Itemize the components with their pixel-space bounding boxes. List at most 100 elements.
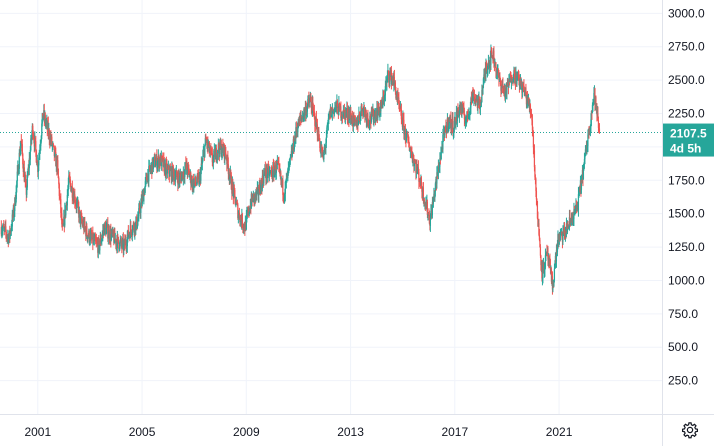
candle-body (293, 139, 295, 150)
candle-body (77, 202, 79, 208)
candle-body (163, 158, 165, 161)
candle-body (248, 212, 250, 215)
candle-body (204, 145, 206, 157)
candle-body (5, 232, 7, 236)
candle-body (280, 172, 282, 181)
candle-body (279, 169, 281, 175)
candle-body (365, 114, 367, 123)
candle-body (474, 97, 476, 100)
candle-body (314, 114, 316, 126)
candle-body (98, 239, 100, 241)
candle-body (59, 195, 61, 197)
candle-body (499, 75, 501, 79)
candle-body (274, 165, 276, 175)
candle-body (547, 247, 549, 260)
candle-body (477, 98, 479, 108)
candle-body (490, 49, 492, 65)
candle-body (473, 96, 475, 101)
candle-body (201, 160, 203, 164)
candle-body (44, 115, 46, 124)
candle-body (580, 179, 583, 190)
candle-body (470, 98, 472, 108)
candle-body (306, 105, 308, 112)
candle-body (403, 128, 406, 134)
candle-body (336, 100, 338, 106)
candle-body (205, 138, 207, 140)
candle-body (29, 150, 31, 160)
candle-body (545, 254, 547, 256)
candle-body (294, 136, 296, 147)
candle-body (123, 243, 125, 251)
candle-body (595, 96, 597, 109)
candle-body (70, 183, 72, 192)
candle-body (208, 142, 210, 153)
candle-body (359, 117, 361, 120)
candle-body (504, 92, 507, 99)
candle-body (514, 82, 517, 84)
candle-body (401, 119, 403, 122)
y-tick-label: 2250.0 (668, 107, 705, 121)
candle-body (313, 111, 315, 115)
candle-body (536, 201, 539, 219)
candle-body (139, 205, 141, 212)
candle-body (553, 279, 555, 286)
candle-body (217, 153, 219, 155)
candle-body (527, 101, 529, 104)
candle-body (102, 230, 104, 232)
candle-body (544, 255, 547, 268)
candle-body (403, 119, 405, 134)
candle-body (260, 181, 262, 184)
candle-body (27, 173, 29, 176)
candle-body (23, 167, 25, 182)
candle-body (318, 139, 320, 141)
candle-body (76, 202, 78, 207)
last-price-badge-background (663, 123, 714, 157)
candle-body (155, 161, 157, 166)
candle-body (228, 173, 230, 179)
candle-body (412, 156, 415, 159)
chart-settings-button[interactable] (680, 420, 700, 440)
candle-body (371, 110, 373, 112)
candle-body (420, 177, 423, 188)
candle-body (334, 105, 336, 109)
candle-body (541, 261, 543, 279)
y-tick-label: 1250.0 (668, 240, 705, 254)
candle-body (136, 217, 138, 228)
candle-body (558, 239, 560, 244)
candle-body (320, 148, 322, 152)
candle-body (45, 122, 47, 124)
candle-body (494, 63, 496, 66)
candle-body (205, 139, 207, 141)
candle-body (368, 124, 370, 127)
candle-body (156, 165, 158, 169)
candle-body (266, 167, 268, 178)
candle-body (553, 268, 556, 280)
y-tick-label: 2500.0 (668, 73, 705, 87)
candle-body (137, 218, 139, 226)
candle-body (562, 232, 564, 242)
last-price-value: 2107.5 (670, 127, 707, 141)
candle-body (387, 70, 389, 76)
candle-body (584, 155, 586, 159)
candle-body (106, 225, 108, 228)
candle-body (101, 238, 103, 241)
candle-body (47, 122, 49, 134)
candle-body (61, 224, 63, 226)
candle-body (196, 182, 198, 184)
candle-body (161, 155, 163, 158)
candle-body (235, 204, 237, 206)
candle-body (326, 127, 328, 138)
candle-body (358, 113, 360, 123)
candle-body (125, 240, 127, 245)
candle-body (409, 150, 411, 152)
candle-body (105, 227, 107, 235)
candle-body (312, 106, 314, 111)
candle-body (267, 166, 269, 168)
candle-body (488, 62, 491, 68)
candle-body (360, 110, 362, 118)
candle-body (40, 135, 42, 142)
candle-body (15, 185, 17, 200)
candle-body (583, 158, 586, 165)
candle-body (232, 183, 234, 189)
